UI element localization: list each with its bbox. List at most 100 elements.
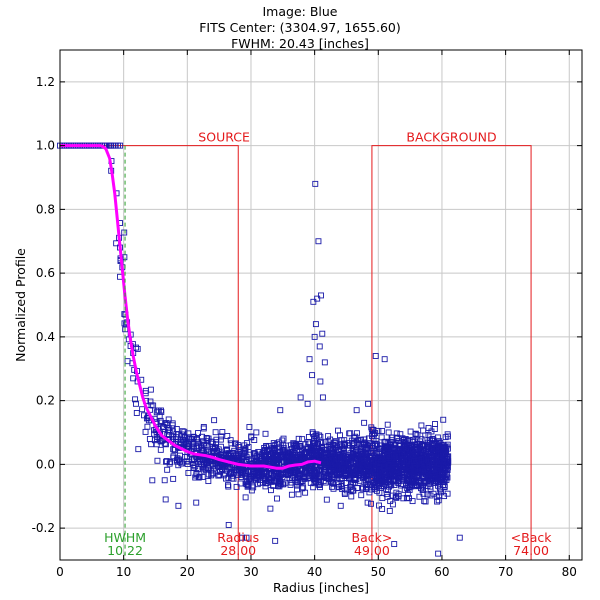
data-point [424,491,431,498]
data-point [392,494,399,501]
data-point [385,445,392,452]
data-point [185,443,192,450]
data-point [193,499,200,506]
data-point [440,477,447,484]
data-point [196,444,202,451]
data-point [384,421,391,428]
back-outer-value: 74.00 [513,543,549,558]
data-point [274,440,281,447]
data-point [175,462,182,469]
hwhm-value: 10.22 [107,543,143,558]
data-point [404,458,411,465]
data-point [183,458,190,465]
data-point [442,445,448,452]
data-point [442,466,449,473]
data-point [212,429,219,436]
data-point [263,451,270,458]
data-point [366,471,373,478]
data-point [239,450,246,457]
data-point [409,472,416,479]
data-point [178,431,185,438]
data-point [390,441,397,448]
data-point [379,478,386,485]
data-point [348,456,355,463]
data-point [219,429,226,435]
data-point [311,436,317,443]
data-point [254,481,261,488]
data-point [270,482,277,489]
y-axis-label: Normalized Profile [13,248,28,362]
data-point [349,453,355,460]
title-line: Image: Blue [263,4,338,19]
data-point [215,472,222,479]
y-tick-label: -0.2 [32,521,55,535]
data-point [272,537,279,544]
data-point [435,550,442,557]
data-point [288,491,295,498]
data-point [230,449,236,456]
data-point [404,490,411,497]
data-point [414,441,421,448]
data-point [185,470,192,476]
data-point [307,444,314,451]
data-point [200,425,207,432]
data-point [412,431,419,438]
data-point [188,436,195,443]
data-point [279,474,286,481]
data-point [437,464,444,471]
data-point [328,483,335,490]
data-point [433,444,440,451]
data-point [161,477,168,484]
y-tick-label: 0.2 [36,394,55,408]
data-point [323,496,330,503]
data-point [139,406,146,413]
data-point [397,446,404,453]
data-point [425,458,432,465]
data-point [208,472,215,479]
data-point [399,455,406,462]
data-point [432,421,438,427]
data-point [348,493,355,500]
data-point [372,472,379,479]
data-point [203,448,210,455]
data-point [429,435,436,442]
data-point [311,480,318,487]
data-point [362,485,369,492]
data-point [261,470,268,477]
data-point [133,410,140,416]
data-point [421,462,427,469]
data-point [304,475,311,482]
data-point [195,474,202,481]
data-point [341,437,348,444]
data-point [353,407,360,414]
data-point [323,461,330,468]
data-point [445,458,452,465]
data-point [245,468,252,475]
data-point [306,356,313,363]
data-point [351,479,358,486]
data-point [323,462,329,469]
data-point [392,441,399,448]
x-tick-label: 40 [307,565,322,579]
data-point [379,427,386,434]
data-point [295,435,302,442]
data-point [248,457,255,464]
data-point [205,478,212,485]
data-point [390,453,397,460]
data-point [196,473,203,480]
data-point [367,440,373,447]
data-point [171,446,178,453]
data-point [318,292,324,299]
data-point [204,438,211,445]
data-point [310,298,317,305]
data-point [431,426,438,432]
data-point [440,416,447,423]
data-point [306,440,313,447]
mean-profile-line [60,144,322,470]
data-point [192,463,199,470]
data-point [294,486,300,493]
data-point [329,445,336,452]
data-points [57,142,463,557]
data-point [242,494,249,501]
data-point [280,435,287,442]
